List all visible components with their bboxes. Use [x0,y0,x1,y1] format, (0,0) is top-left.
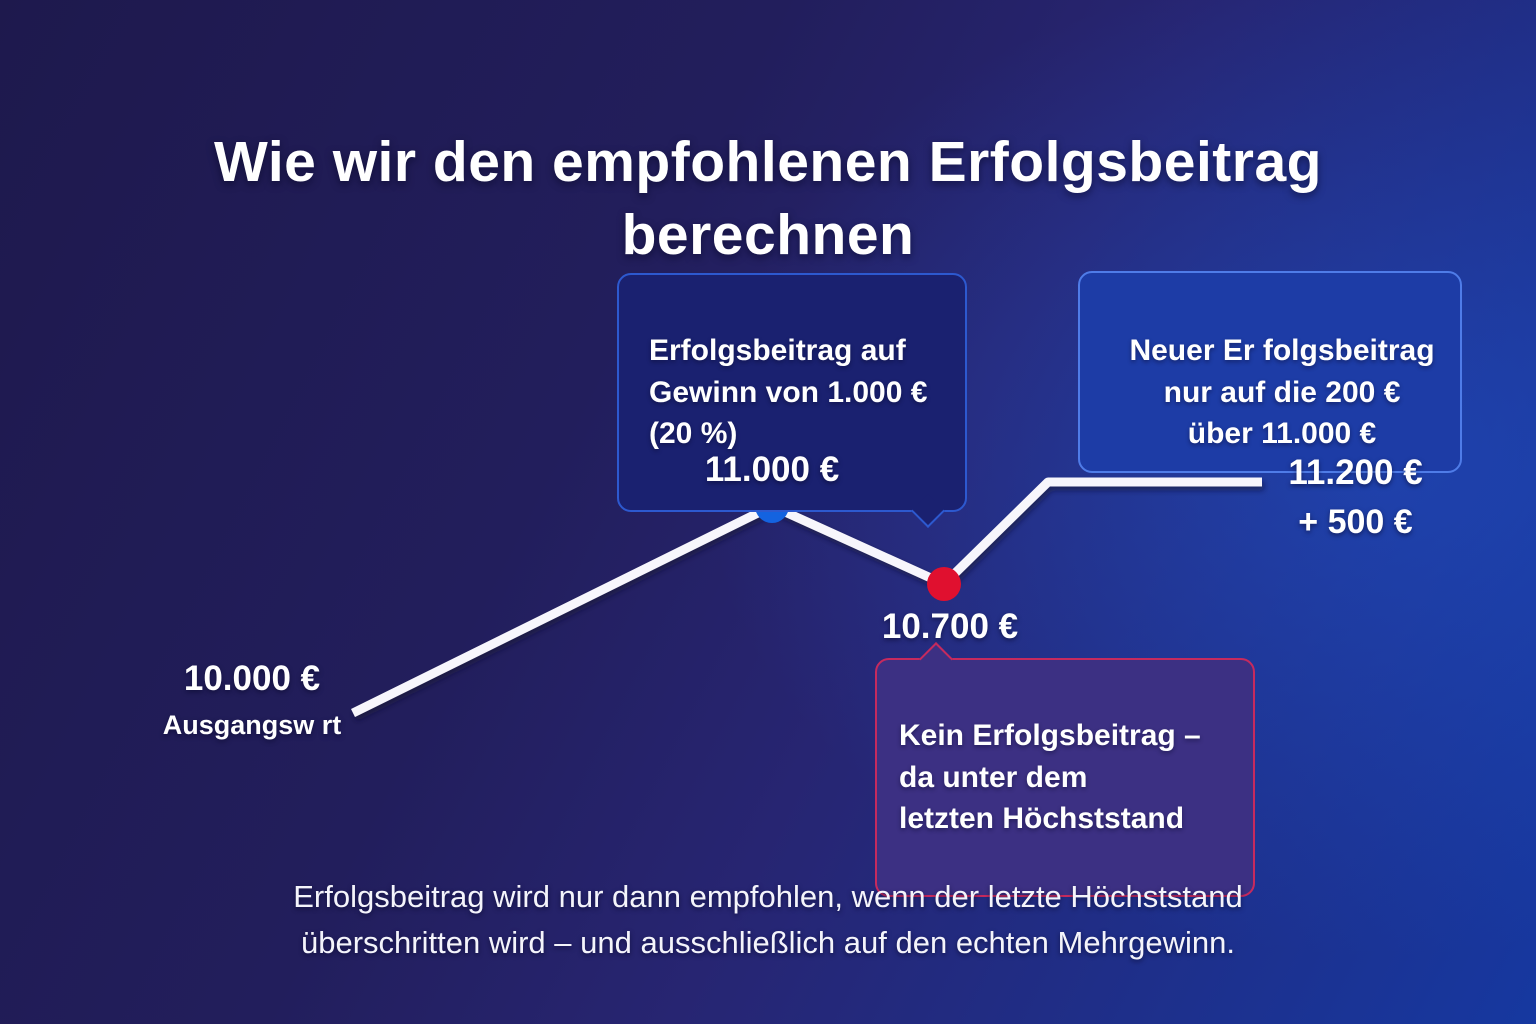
callout-new-fee: Neuer Er folgsbeitrag nur auf die 200 € … [1078,271,1462,473]
point-label-dip: 10.700 € [800,604,1100,650]
end-sublabel: + 500 € [1298,502,1413,541]
point-label-peak: 11.000 € [622,447,922,493]
end-value: 11.200 € [1288,453,1423,492]
page-title: Wie wir den empfohlenen Erfolgsbeitrag b… [214,130,1322,268]
point-label-end: 11.200 € + 500 € [1283,450,1428,544]
start-sublabel: Ausgangsw rt [162,709,342,740]
callout-gain-fee: Erfolgsbeitrag auf Gewinn von 1.000 € (2… [617,273,967,528]
marker-dot-red-below-watermark [927,567,961,601]
dip-value: 10.700 € [881,607,1019,646]
callout-no-fee-text: Kein Erfolgsbeitrag – da unter dem letzt… [899,719,1201,836]
callout-no-fee: Kein Erfolgsbeitrag – da unter dem letzt… [875,642,1255,897]
start-value: 10.000 € [183,659,321,698]
callout-gain-fee-text: Erfolgsbeitrag auf Gewinn von 1.000 € (2… [649,334,928,451]
point-label-start: 10.000 € Ausgangsw rt [152,656,352,743]
peak-value: 11.000 € [704,450,840,489]
footnote-text: Erfolgsbeitrag wird nur dann empfohlen, … [293,879,1243,960]
callout-new-fee-text: Neuer Er folgsbeitrag nur auf die 200 € … [1129,334,1435,451]
